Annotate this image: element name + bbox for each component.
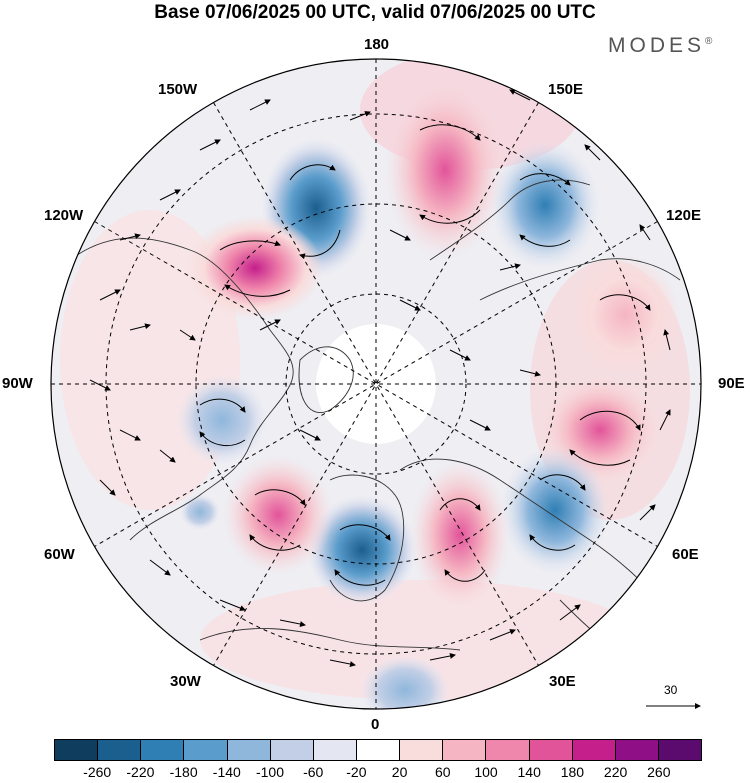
colorbar-tick-label: 140 [517,764,541,780]
colorbar-tick-label: 20 [391,764,408,780]
colorbar-swatch [658,740,702,760]
colorbar-tick-label: -220 [126,764,155,780]
anomaly-neg-75w [180,494,220,530]
colorbar-ticks: -260 -220 -180 -140 -100 -60 -20 20 60 100 140 180 2… [54,764,702,782]
anomaly-neg-130e [490,140,600,270]
lon-label-90e: 90E [718,375,745,392]
lon-label-60w: 60W [44,546,75,563]
colorbar-tick-label: -20 [346,764,367,780]
colorbar-tick-label: 100 [474,764,498,780]
coastlines [69,179,681,651]
colorbar-swatch [443,740,487,760]
anomaly-neg-0 [360,655,450,709]
colorbar-swatch [615,740,659,760]
colorbar-swatch [270,740,314,760]
anomaly-pos-100e [570,255,680,375]
graticule [51,59,701,709]
map-border [50,58,702,710]
colorbar [54,739,702,761]
colorbar-swatch [572,740,616,760]
lon-label-0: 0 [371,716,380,733]
colorbar-tick-label: -260 [83,764,112,780]
colorbar-tick-label: -180 [169,764,198,780]
colorbar-swatch [313,740,357,760]
colorbar-tick-label: 260 [647,764,671,780]
colorbar-tick-label: 220 [603,764,628,780]
lon-label-60e: 60E [672,546,699,563]
lon-label-30e: 30E [549,673,576,690]
brand-logo: MODES® [608,34,712,58]
lon-label-180: 180 [364,36,390,53]
colorbar-swatch [98,740,142,760]
brand-mark: ® [705,36,713,47]
colorbar-swatch [400,740,444,760]
lon-label-120e: 120E [666,207,702,224]
colorbar-swatch [141,740,185,760]
lon-label-90w: 90W [2,375,33,392]
brand-name: MODES [608,34,706,57]
colorbar-swatch [227,740,271,760]
lon-label-120w: 120W [44,207,84,224]
colorbar-swatch [356,740,401,760]
colorbar-tick-label: 60 [435,764,451,780]
colorbar-tick-label: -100 [255,764,285,780]
colorbar-swatch [486,740,530,760]
colorbar-swatch [529,740,573,760]
anomaly-pos-120w [187,216,323,320]
lon-label-150w: 150W [158,81,198,98]
anomaly-neg-60e [500,445,610,575]
colorbar-swatch [184,740,228,760]
colorbar-tick-label: -140 [212,764,241,780]
colorbar-tick-label: 180 [560,764,585,780]
reference-vector-label: 30 [664,683,678,697]
lon-label-150e: 150E [548,81,584,98]
colorbar-tick-label: -60 [303,764,324,780]
lon-label-30w: 30W [170,673,201,690]
anomaly-pos-20e [410,460,510,610]
colorbar-swatch [55,740,99,760]
wind-vectors [89,89,671,667]
anomaly-neg-10w [307,495,417,605]
anomaly-pos-50w [223,455,333,575]
map-title: Base 07/06/2025 00 UTC, valid 07/06/2025… [154,2,596,23]
anomaly-neg-80w [177,375,267,465]
anomaly-pos-160e [385,80,505,260]
